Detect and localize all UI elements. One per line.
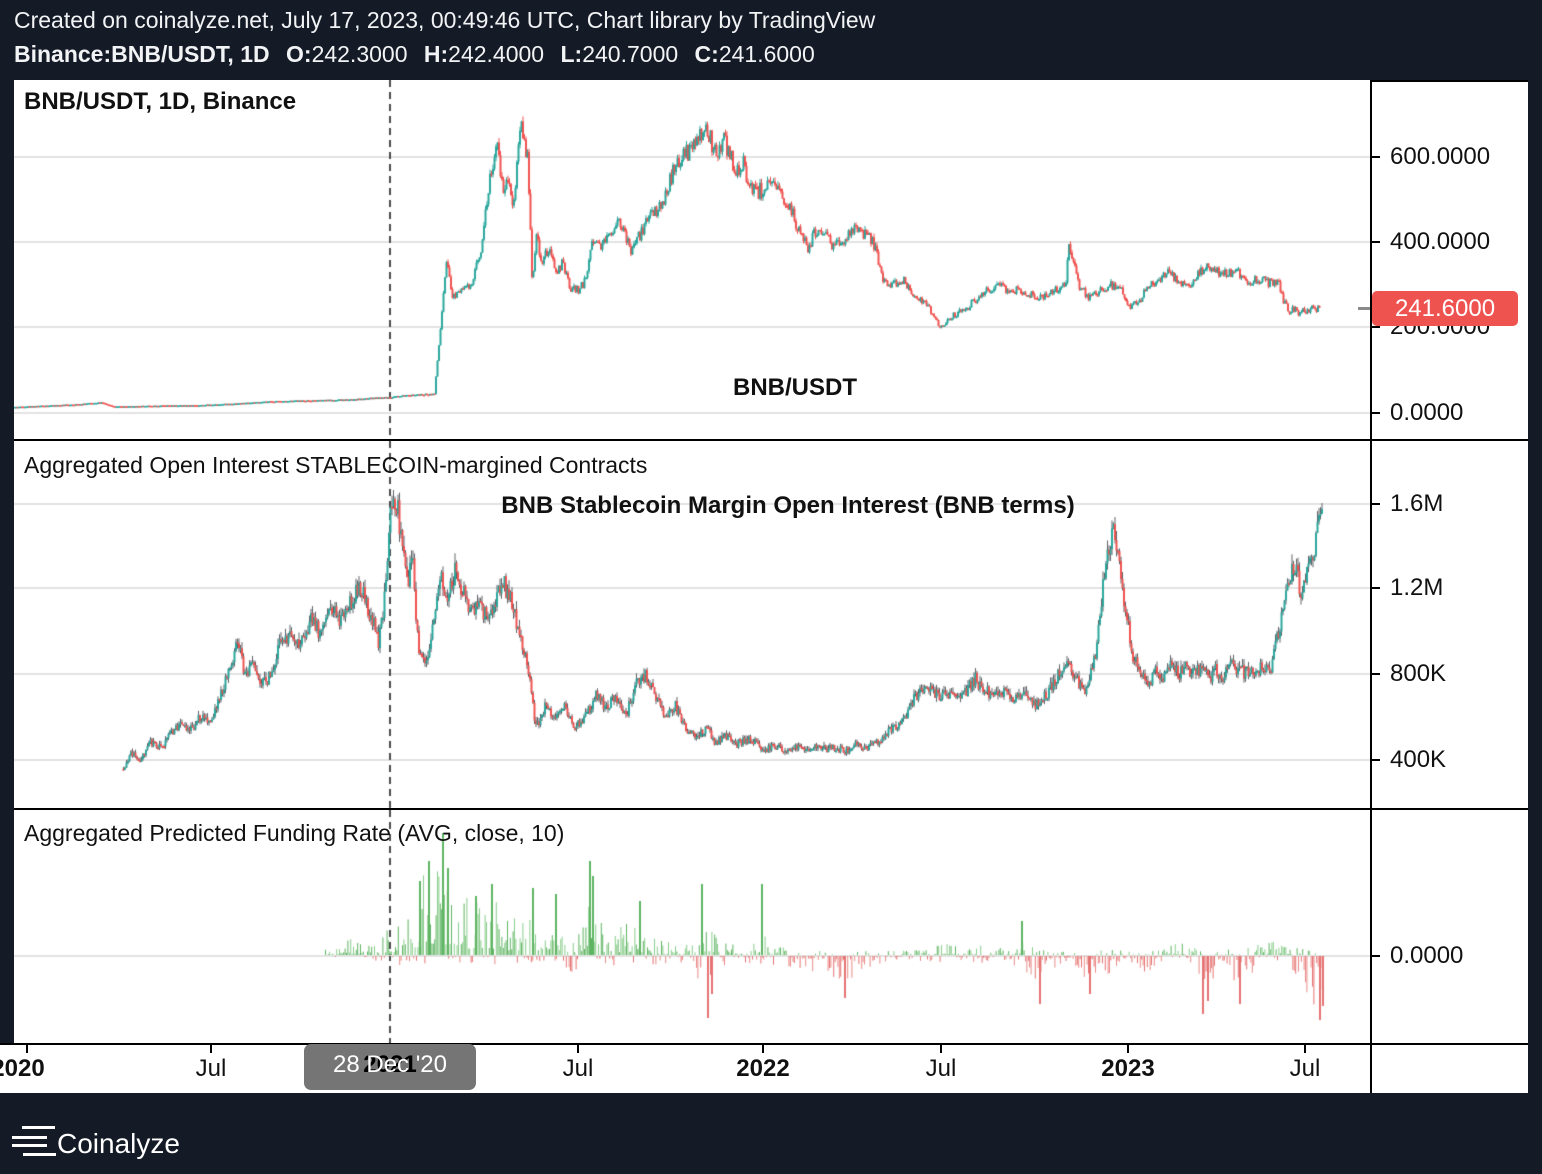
ohlc-high: H:242.4000 xyxy=(423,41,545,67)
y-axis-tick-mark xyxy=(1370,503,1380,505)
y-axis-tick-label: 800K xyxy=(1390,660,1447,687)
date-tooltip: 2021 28 Dec '20 xyxy=(304,1044,476,1090)
open-interest-panel-canvas[interactable] xyxy=(14,441,1372,810)
y-axis-tick-mark xyxy=(1370,587,1380,589)
header-attribution: Created on coinalyze.net, July 17, 2023,… xyxy=(14,7,876,33)
y-axis-tick-label: 1.6M xyxy=(1390,490,1444,517)
panel-divider-2 xyxy=(14,808,1528,810)
header-ohlc-line: Binance:BNB/USDT, 1D O:242.3000 H:242.40… xyxy=(14,41,825,68)
ohlc-close: C:241.6000 xyxy=(694,41,815,67)
y-axis-tick-label: 600.0000 xyxy=(1390,143,1491,170)
x-axis-tick-label: 2020 xyxy=(0,1055,45,1082)
price-annotation: BNB/USDT xyxy=(733,374,857,401)
price-axis-line xyxy=(1370,80,1372,1093)
x-axis-tick-label: Jul xyxy=(925,1055,957,1082)
price-panel-canvas[interactable] xyxy=(14,80,1372,441)
funding-rate-panel-canvas[interactable] xyxy=(14,810,1372,1045)
y-axis-tick-label: 400.0000 xyxy=(1390,228,1491,255)
time-axis-line xyxy=(0,1043,1528,1045)
y-axis-tick-mark xyxy=(1370,955,1380,957)
chart-area: BNB/USDT, 1D, Binance Aggregated Open In… xyxy=(0,80,1528,1093)
price-panel-title: BNB/USDT, 1D, Binance xyxy=(24,88,297,115)
x-axis-tick-mark xyxy=(1304,1043,1306,1053)
y-axis-tick-mark xyxy=(1370,673,1380,675)
x-axis-tick-label: 2022 xyxy=(736,1055,790,1082)
header: Created on coinalyze.net, July 17, 2023,… xyxy=(14,0,1528,80)
date-tooltip-text: 28 Dec '20 xyxy=(333,1051,447,1078)
x-axis-tick-mark xyxy=(940,1043,942,1053)
ohlc-low: L:240.7000 xyxy=(560,41,679,67)
x-axis-tick-mark xyxy=(1127,1043,1129,1053)
x-axis-tick-mark xyxy=(762,1043,764,1053)
last-price-value: 241.6000 xyxy=(1394,294,1496,322)
price-axis-top-border xyxy=(1370,80,1528,82)
y-axis-tick-label: 400K xyxy=(1390,746,1447,773)
y-axis-tick-label: 1.2M xyxy=(1390,574,1444,601)
y-axis-tick-mark xyxy=(1370,156,1380,158)
date-tooltip-background xyxy=(304,1044,476,1090)
x-axis-tick-mark xyxy=(577,1043,579,1053)
y-axis-tick-mark xyxy=(1370,412,1380,414)
y-axis-tick-mark xyxy=(1370,326,1380,328)
y-axis-tick-label: 0.0000 xyxy=(1390,942,1464,969)
oi-panel-title: Aggregated Open Interest STABLECOIN-marg… xyxy=(24,452,648,478)
ohlc-open: O:242.3000 xyxy=(286,41,408,67)
y-axis-tick-label: 0.0000 xyxy=(1390,399,1464,426)
left-margin-strip xyxy=(0,80,14,1043)
oi-annotation: BNB Stablecoin Margin Open Interest (BNB… xyxy=(501,492,1075,519)
last-price-tick xyxy=(1358,307,1370,310)
x-axis-tick-mark xyxy=(210,1043,212,1053)
x-axis-tick-label: Jul xyxy=(195,1055,227,1082)
y-axis-tick-mark xyxy=(1370,759,1380,761)
time-scale[interactable]: 2020 Jul Jul 2022 Jul 2023 Jul xyxy=(0,1043,1528,1093)
last-price-badge: 241.6000 xyxy=(1372,291,1518,326)
x-axis-tick-label: Jul xyxy=(1289,1055,1321,1082)
funding-panel-title: Aggregated Predicted Funding Rate (AVG, … xyxy=(24,820,565,846)
y-axis-tick-mark xyxy=(1370,241,1380,243)
price-scale[interactable]: 600.0000 400.0000 200.0000 0.0000 1.6M 1.2M 80… xyxy=(1370,80,1528,1043)
x-axis-tick-label: 2023 xyxy=(1101,1055,1155,1082)
x-axis-tick-mark xyxy=(26,1043,28,1053)
footer xyxy=(0,1093,1542,1174)
hidden-year-label: 2021 xyxy=(363,1051,417,1078)
header-symbol: Binance:BNB/USDT, 1D xyxy=(14,41,270,67)
x-axis-tick-label: Jul xyxy=(562,1055,594,1082)
panel-divider-1 xyxy=(14,439,1528,441)
